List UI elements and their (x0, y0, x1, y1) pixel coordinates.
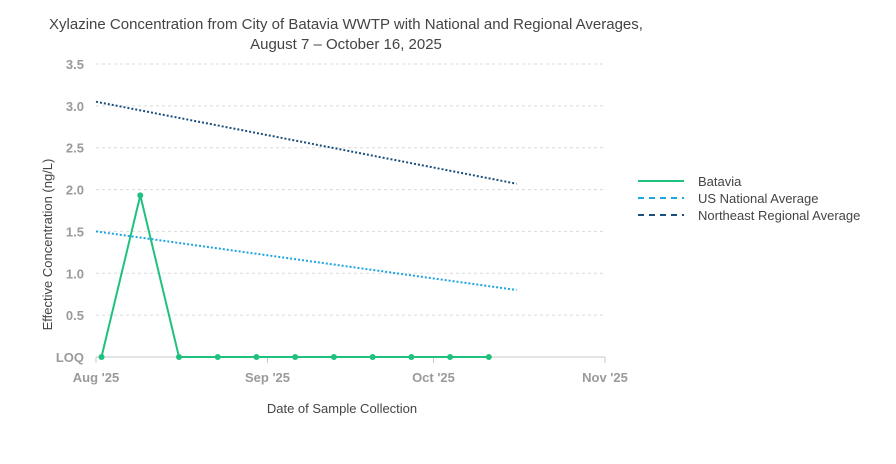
data-point-batavia (408, 354, 415, 360)
gridlines (96, 63, 605, 316)
data-point-batavia (253, 354, 260, 360)
legend-label-northeast-regional-average: Northeast Regional Average (698, 208, 860, 223)
series-line-batavia (100, 194, 489, 358)
chart-title: Xylazine Concentration from City of Bata… (49, 16, 643, 53)
data-point-batavia (292, 354, 299, 360)
series-lines (95, 100, 517, 360)
y-tick-label: 3.5 (66, 57, 84, 72)
chart-title-line-1: Xylazine Concentration from City of Bata… (49, 16, 643, 33)
y-tick-label: 0.5 (66, 308, 84, 323)
x-tick-label: Nov '25 (582, 370, 628, 385)
legend: Batavia US National Average Northeast Regi… (638, 174, 860, 223)
data-point-batavia (214, 354, 221, 360)
y-tick-label: LOQ (56, 350, 84, 365)
y-tick-label: 2.5 (66, 141, 84, 156)
y-tick-label: 3.0 (66, 99, 84, 114)
y-tick-label: 1.0 (66, 266, 84, 281)
x-tick-label: Sep '25 (245, 370, 290, 385)
x-tick-label: Oct '25 (412, 370, 455, 385)
data-point-batavia (447, 354, 454, 360)
data-point-batavia (175, 354, 182, 360)
data-point-batavia (485, 354, 492, 360)
axes: LOQ 0.5 1.0 1.5 2.0 2.5 3.0 3.5 Aug '25 Sep '25 Oc… (56, 57, 628, 385)
x-tick-label: Aug '25 (73, 370, 119, 385)
data-point-batavia (369, 354, 376, 360)
data-point-batavia (98, 354, 105, 360)
data-point-batavia (137, 192, 144, 199)
chart-title-line-2: August 7 – October 16, 2025 (250, 36, 442, 53)
legend-label-batavia: Batavia (698, 174, 742, 189)
series-line-northeast-regional-average (95, 100, 517, 185)
series-line-us-national-average (95, 230, 517, 291)
x-axis-title: Date of Sample Collection (267, 401, 417, 416)
y-tick-label: 2.0 (66, 183, 84, 198)
axis-labels: Date of Sample Collection Effective Conce… (40, 159, 417, 416)
y-tick-label: 1.5 (66, 224, 84, 239)
data-point-batavia (330, 354, 337, 360)
y-axis-title: Effective Concentration (ng/L) (40, 159, 55, 331)
legend-label-us-national-average: US National Average (698, 191, 818, 206)
